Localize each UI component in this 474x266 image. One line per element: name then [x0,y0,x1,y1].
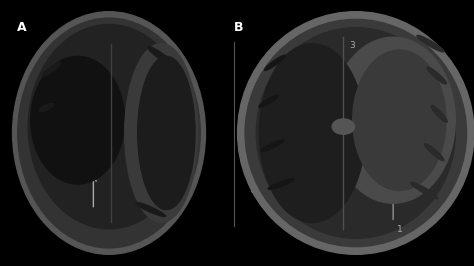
Ellipse shape [259,44,365,222]
Text: • Midline shift: • Midline shift [250,140,323,149]
Ellipse shape [332,119,355,134]
Ellipse shape [410,182,438,199]
Ellipse shape [417,35,444,52]
Ellipse shape [353,50,446,190]
Ellipse shape [43,63,61,76]
Ellipse shape [31,56,125,184]
Text: • Herniation: • Herniation [250,187,314,197]
Text: Pathophysiology: Pathophysiology [35,142,183,160]
Ellipse shape [125,44,198,222]
Ellipse shape [39,103,54,111]
Ellipse shape [259,95,278,107]
Ellipse shape [268,179,294,189]
Ellipse shape [431,106,447,122]
Ellipse shape [425,144,444,161]
Ellipse shape [331,37,456,203]
Ellipse shape [427,67,447,84]
Text: 2: 2 [343,114,349,123]
Text: 4: 4 [443,122,448,131]
Ellipse shape [264,55,285,70]
Ellipse shape [256,28,456,238]
Ellipse shape [156,84,176,105]
Ellipse shape [136,203,165,217]
Ellipse shape [18,18,200,248]
Ellipse shape [156,161,176,182]
Ellipse shape [28,24,190,229]
Text: 3: 3 [349,41,356,50]
Text: 1: 1 [397,225,402,234]
Ellipse shape [237,12,474,254]
Ellipse shape [245,19,466,247]
Text: B: B [234,21,243,34]
Text: • Cytotoxic edema (minutes to hours): • Cytotoxic edema (minutes to hours) [250,93,448,102]
Ellipse shape [147,47,175,66]
Ellipse shape [12,12,206,254]
Text: • Vasogenic edema (hours to days): • Vasogenic edema (hours to days) [250,116,434,126]
Text: A: A [17,21,27,34]
Text: • Increased intracranial pressure: • Increased intracranial pressure [250,163,422,173]
Ellipse shape [164,123,179,143]
Ellipse shape [137,56,195,210]
Ellipse shape [261,140,284,152]
